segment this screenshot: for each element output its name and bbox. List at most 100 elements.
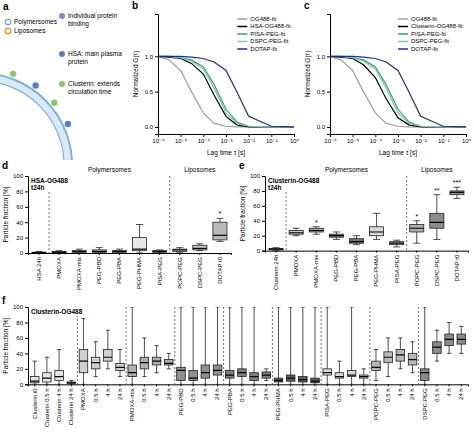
tick-label: 100 <box>13 173 24 179</box>
legend-label: PISA-PEG-fit <box>250 31 285 37</box>
tick-label: 10⁻¹ <box>438 138 450 144</box>
whisker-cap <box>353 244 360 245</box>
group-label: Liposomes <box>184 166 216 174</box>
tick: PMOXA-mix <box>313 251 319 288</box>
annotation: Clusterin-OG488 <box>30 307 84 316</box>
legend: OG488-fitHSA-OG488-fitPISA-PEG-fitDSPC-P… <box>237 16 291 52</box>
tick: PEG-PHMA <box>275 384 281 420</box>
tick-mark <box>262 206 265 207</box>
tick: 10⁰ <box>462 134 472 144</box>
note: Individual proteinbinding <box>68 12 118 28</box>
tick-label: 24 h <box>312 388 318 400</box>
tick-label: 10⁻³ <box>221 138 233 144</box>
text-line: Clusterin: extends <box>68 80 121 87</box>
tick-mark <box>119 253 120 255</box>
note: HSA: main plasmaprotein <box>68 50 122 66</box>
separator <box>174 307 175 384</box>
median <box>140 362 149 363</box>
median <box>274 380 283 381</box>
tick-mark <box>155 56 158 57</box>
tick: 24 h <box>117 384 123 400</box>
whisker-cap <box>264 368 268 369</box>
tick-label: 60 <box>253 203 260 209</box>
tick: 24 h <box>263 384 269 400</box>
tick-mark <box>400 384 401 386</box>
box <box>274 378 283 382</box>
tick: 10⁻⁵ <box>347 134 360 144</box>
whisker-cap <box>264 380 268 381</box>
box <box>289 230 303 234</box>
tick: 10⁻³ <box>393 134 405 144</box>
tick-mark <box>25 369 28 370</box>
tick-label: PEG-PHMA <box>136 257 142 289</box>
median <box>32 252 46 253</box>
axis-line <box>262 177 266 252</box>
tick-mark <box>25 384 28 385</box>
tick-mark <box>262 191 265 192</box>
legend-label: OG488-fit <box>411 16 437 22</box>
tick-mark <box>217 384 218 386</box>
legend-label: Clusterin-OG488-fit <box>411 23 463 29</box>
tick-label: 4 h <box>251 388 257 396</box>
median <box>372 367 381 368</box>
group-label: Polymersomes <box>325 166 369 174</box>
tick-label: 10⁻⁴ <box>198 138 211 144</box>
median <box>396 354 405 355</box>
box <box>250 373 259 381</box>
median <box>238 372 247 373</box>
median <box>430 222 444 223</box>
tick: PISA-PEG <box>157 253 163 285</box>
median <box>347 374 356 375</box>
tick: 80 <box>253 188 265 194</box>
tick-label: 10⁻⁵ <box>347 138 360 144</box>
tick-label: 4 h <box>105 388 111 396</box>
legend-item: OG488-fit <box>398 16 437 22</box>
box <box>311 378 320 383</box>
box <box>55 370 64 380</box>
vesicle-membrane <box>0 73 72 160</box>
whisker-cap <box>252 307 256 308</box>
tick-mark <box>25 253 28 254</box>
median <box>445 339 454 340</box>
tick-label: 20 <box>16 235 23 241</box>
axis: 020406080100 <box>13 173 29 256</box>
legend-label: HSA-OG488-fit <box>250 23 291 29</box>
tick: 100 <box>13 304 28 310</box>
panel-letter: e <box>239 160 245 171</box>
tick: 0.5 h <box>434 384 440 401</box>
tick-label: 20 <box>16 366 23 372</box>
group-label: Polymersomes <box>88 166 132 174</box>
box <box>225 370 234 378</box>
legend-item: HSA-OG488-fit <box>237 23 291 29</box>
label-patch <box>267 176 321 192</box>
tick: POPC-PEG <box>414 251 420 287</box>
median <box>133 249 147 250</box>
tick-mark <box>327 384 328 386</box>
median <box>72 251 86 252</box>
tick-label: 10⁻⁶ <box>152 138 165 144</box>
axis-title: Normalized G(τ) <box>304 51 312 98</box>
whisker <box>290 307 291 384</box>
tick-mark <box>241 384 242 386</box>
tick: 80 <box>16 189 28 195</box>
tick-label: 100 <box>13 304 24 310</box>
figure: aPolymersomesLiposomesIndividual protein… <box>0 0 474 432</box>
tick-mark <box>193 384 194 386</box>
median <box>311 381 320 382</box>
tick: Clusterin 4 h <box>56 384 62 422</box>
tick: 0.5 <box>317 89 330 95</box>
tick-mark <box>336 251 337 253</box>
tick-label: PISA-PEG <box>324 388 330 417</box>
whisker-cap <box>228 384 232 385</box>
tick-mark <box>262 176 265 177</box>
median <box>370 231 384 232</box>
whisker-cap <box>276 384 280 385</box>
box <box>347 370 356 376</box>
tick-label: 4 h <box>397 388 403 396</box>
tick-label: PMOXA-mix <box>129 388 135 421</box>
box <box>408 353 417 365</box>
tick-mark <box>262 236 265 237</box>
tick: PEG-PBA <box>227 384 233 415</box>
median <box>55 376 64 377</box>
median <box>52 252 66 253</box>
